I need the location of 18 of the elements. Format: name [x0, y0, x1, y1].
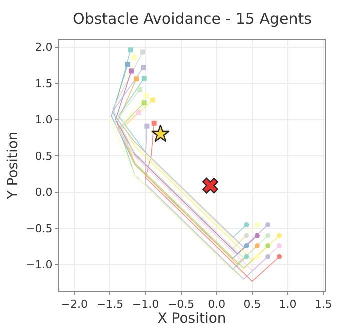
y-tick-label: 1.5	[35, 77, 53, 90]
y-tick-label: 2.0	[35, 41, 53, 54]
x-tick-label: 0.0	[208, 298, 226, 312]
x-tick-label: 1.0	[279, 298, 297, 312]
y-tick-label: 0.5	[35, 150, 53, 163]
x-tick-label: −1.0	[132, 298, 160, 312]
x-tick-label: −1.5	[96, 298, 124, 312]
x-tick-label: −0.5	[168, 298, 195, 312]
y-tick-label: −1.0	[26, 258, 53, 272]
chart-title: Obstacle Avoidance - 15 Agents	[73, 10, 312, 28]
y-tick-label: 1.0	[35, 114, 53, 127]
y-axis-title: Y Position	[6, 132, 22, 200]
x-tick-label: −2.0	[61, 298, 88, 312]
x-tick-label: 1.5	[314, 298, 332, 312]
x-tick-label: 0.5	[244, 298, 262, 312]
x-axis-title: X Position	[158, 311, 226, 328]
y-tick-label: 0.0	[35, 186, 53, 200]
y-tick-label: −0.5	[26, 222, 53, 236]
